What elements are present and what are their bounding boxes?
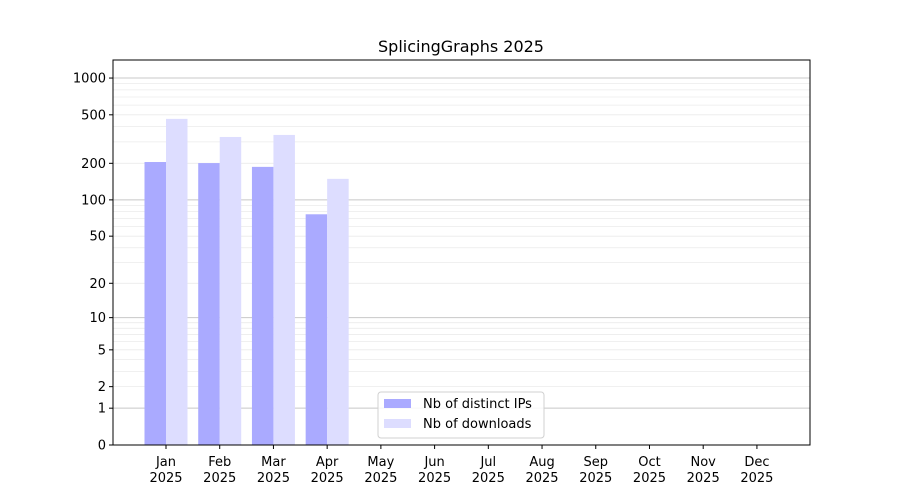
y-tick-label: 1000: [73, 72, 106, 87]
x-tick-label: Sep: [584, 455, 609, 470]
bar-distinct-ips: [144, 162, 166, 445]
bar-distinct-ips: [198, 163, 220, 445]
legend-box: [377, 391, 545, 439]
x-tick-label: 2025: [257, 471, 290, 486]
x-tick-label: 2025: [687, 471, 720, 486]
x-tick-label: 2025: [740, 471, 773, 486]
x-tick-label: 2025: [579, 471, 612, 486]
bar-downloads: [273, 134, 295, 445]
chart-title: SplicingGraphs 2025: [378, 37, 544, 56]
x-tick-label: May: [367, 455, 394, 470]
y-tick-label: 2: [98, 380, 106, 395]
y-tick-label: 500: [81, 108, 106, 123]
y-tick-label: 200: [81, 157, 106, 172]
y-tick-label: 10: [89, 311, 106, 326]
x-tick-label: Aug: [529, 455, 554, 470]
x-tick-label: 2025: [311, 471, 344, 486]
x-tick-label: Apr: [316, 455, 339, 470]
y-tick-label: 50: [89, 230, 106, 245]
x-tick-label: Jul: [479, 455, 496, 470]
y-tick-label: 0: [98, 439, 106, 454]
y-tick-label: 1: [98, 402, 106, 417]
x-tick-label: Jun: [423, 455, 444, 470]
legend-label: Nb of downloads: [423, 417, 532, 432]
x-tick-label: 2025: [472, 471, 505, 486]
x-tick-label: Jan: [155, 455, 176, 470]
y-tick-label: 20: [89, 277, 106, 292]
y-tick-label: 100: [81, 193, 106, 208]
legend-swatch: [384, 419, 411, 428]
bar-downloads: [327, 178, 349, 445]
legend: Nb of distinct IPs Nb of downloads: [377, 391, 545, 439]
x-tick-label: Dec: [744, 455, 769, 470]
x-tick-label: Nov: [691, 455, 717, 470]
y-tick-label: 5: [98, 343, 106, 358]
legend-label: Nb of distinct IPs: [423, 397, 532, 412]
bar-downloads: [166, 118, 188, 445]
legend-swatch: [384, 399, 411, 408]
bar-distinct-ips: [251, 166, 274, 446]
x-tick-label: 2025: [525, 471, 558, 486]
bar-distinct-ips: [305, 214, 328, 445]
x-tick-label: 2025: [364, 471, 397, 486]
plot-frame: [112, 59, 811, 446]
x-tick-label: Oct: [638, 455, 660, 470]
x-tick-label: Mar: [261, 455, 286, 470]
bar-downloads: [219, 136, 242, 445]
x-tick-label: 2025: [418, 471, 451, 486]
x-tick-label: 2025: [203, 471, 236, 486]
x-tick-label: 2025: [149, 471, 182, 486]
x-tick-label: 2025: [633, 471, 666, 486]
x-tick-label: Feb: [208, 455, 231, 470]
